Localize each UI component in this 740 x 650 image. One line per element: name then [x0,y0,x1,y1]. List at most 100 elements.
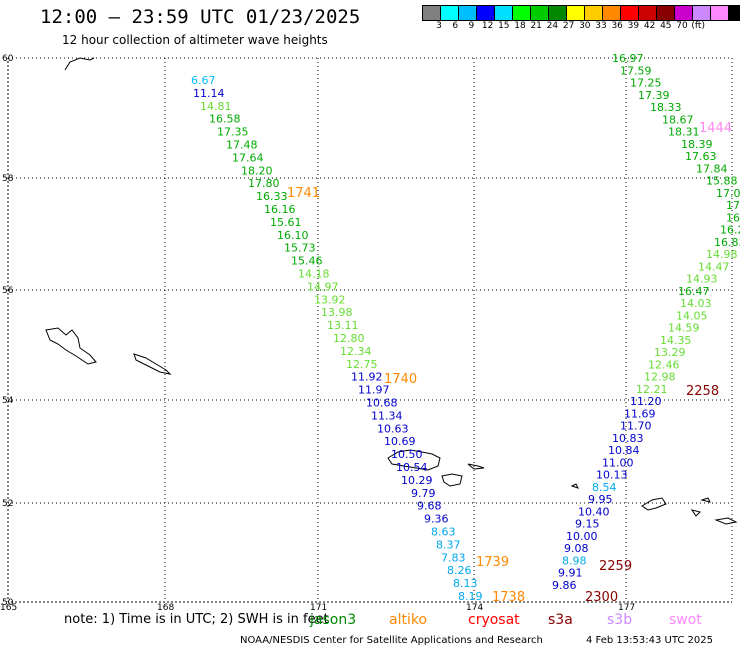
satellite-legend: jason3 altiko cryosat s3a s3b swot [0,612,740,630]
wave-height-value: 10.40 [578,505,610,518]
wave-height-value: 15.46 [291,255,323,268]
wave-height-value: 16.58 [209,113,241,126]
colorbar-label: 18 [514,21,526,31]
latitude-label: 54 [2,396,14,406]
island-shape [467,463,485,470]
legend-item: swot [669,612,702,628]
wave-height-value: 11.20 [630,395,662,408]
wave-height-value: 17.64 [232,151,264,164]
wave-height-value: 10.29 [401,474,433,487]
wave-height-value: 17.63 [685,150,717,163]
wave-height-value: 9.79 [411,487,436,500]
wave-height-value: 11.34 [371,409,403,422]
wave-height-value: 16.47 [678,285,710,298]
wave-height-value: 11.14 [193,87,225,100]
page-title: 12:00 – 23:59 UTC 01/23/2025 [40,6,361,28]
colorbar-label: 24 [546,21,559,31]
wave-height-value: 16.33 [256,190,288,203]
wave-height-value: 12.80 [333,332,365,345]
wave-height-value: 12.98 [644,371,676,384]
colorbar-label: 9 [468,21,475,31]
colorbar-label: 45 [660,21,672,31]
longitude-label: 168 [157,603,174,613]
wave-height-value: 9.68 [417,500,442,513]
wave-height-value: 13.98 [321,306,353,319]
colorbar-label: 6 [452,21,459,31]
wave-height-value: 14.35 [660,334,692,347]
wave-height-value: 10.50 [391,448,423,461]
wave-height-value: 8.37 [436,538,461,551]
map-border [7,57,733,603]
wave-height-value: 17.25 [630,77,662,90]
wave-height-value: 16.10 [277,229,309,242]
wave-height-value: 9.36 [424,513,449,526]
colorbar-label: 39 [627,21,640,31]
wave-height-value: 14.47 [698,260,730,273]
wave-height-value: 17.80 [248,177,280,190]
wave-height-value: 8.54 [592,481,617,494]
wave-height-value: 10.54 [396,461,428,474]
wave-height-value: 14.98 [706,248,738,261]
wave-height-value: 10.83 [612,432,644,445]
track-time-label: 1739 [476,555,509,570]
wave-height-value: 14.93 [686,273,718,286]
colorbar-label: 12 [481,21,494,31]
wave-height-value: 11.69 [624,407,656,420]
footer-credit: NOAA/NESDIS Center for Satellite Applica… [240,635,543,646]
wave-height-value: 11.92 [351,371,383,384]
wave-height-value: 14.18 [298,268,330,281]
track-time-label: 2300 [585,590,618,605]
longitude-label: 171 [310,603,327,613]
wave-height-value: 9.08 [564,542,589,555]
wave-height-value: 10.84 [608,444,640,457]
wave-height-value: 17.59 [620,64,652,77]
wave-height-value: 14.59 [668,322,700,335]
footer-timestamp: 4 Feb 13:53:43 UTC 2025 [586,635,713,646]
wave-height-value: 16.83 [714,236,740,249]
wave-height-value: 9.91 [558,567,583,580]
island-shape [387,449,441,471]
latitude-label: 52 [2,499,13,509]
island-shape [45,327,97,365]
longitude-label: 174 [466,603,483,613]
colorbar-label: 15 [498,21,510,31]
wave-height-value: 16.16 [264,203,296,216]
track-time-label: 1738 [492,590,525,605]
wave-height-value: 18.39 [681,138,713,151]
wave-height-value: 11.97 [358,384,390,397]
map-grid: 605856545250165168171174177 [0,54,733,613]
coastline [45,57,738,525]
wave-height-value: 17.39 [638,89,670,102]
legend-item: s3a [548,612,573,628]
wave-height-value: 13.29 [654,346,686,359]
wave-height-value: 16 [726,211,740,224]
wave-height-value: 10.63 [377,422,409,435]
track-time-label: 1740 [384,372,417,387]
wave-height-value: 12.34 [340,345,372,358]
wave-height-value: 15.61 [270,216,302,229]
notes-text: note: 1) Time is in UTC; 2) SWH is in fe… [64,612,329,627]
wave-height-value: 18.31 [668,126,700,139]
colorbar-label: 33 [595,21,607,31]
track-time-label: 1741 [287,186,320,201]
wave-height-value: 17 [726,199,740,212]
wave-height-colorbar [422,5,740,21]
latitude-label: 50 [2,598,14,608]
wave-height-value: 12.75 [346,358,378,371]
wave-height-value: 8.13 [453,577,478,590]
wave-height-value: 8.63 [431,526,456,539]
wave-height-value: 8.98 [562,554,587,567]
wave-height-value: 11.70 [620,420,652,433]
island-shape [133,353,172,375]
wave-height-value: 14.81 [200,100,232,113]
track-time-label: 2258 [686,384,719,399]
wave-height-value: 10.00 [566,530,598,543]
island-shape [570,483,579,489]
island-shape [690,509,701,517]
wave-height-value: 15.73 [284,242,316,255]
wave-height-value: 15.88 [706,175,738,188]
wave-height-value: 14.97 [307,280,339,293]
legend-item: s3b [607,612,633,628]
wave-height-value: 10.69 [384,435,416,448]
